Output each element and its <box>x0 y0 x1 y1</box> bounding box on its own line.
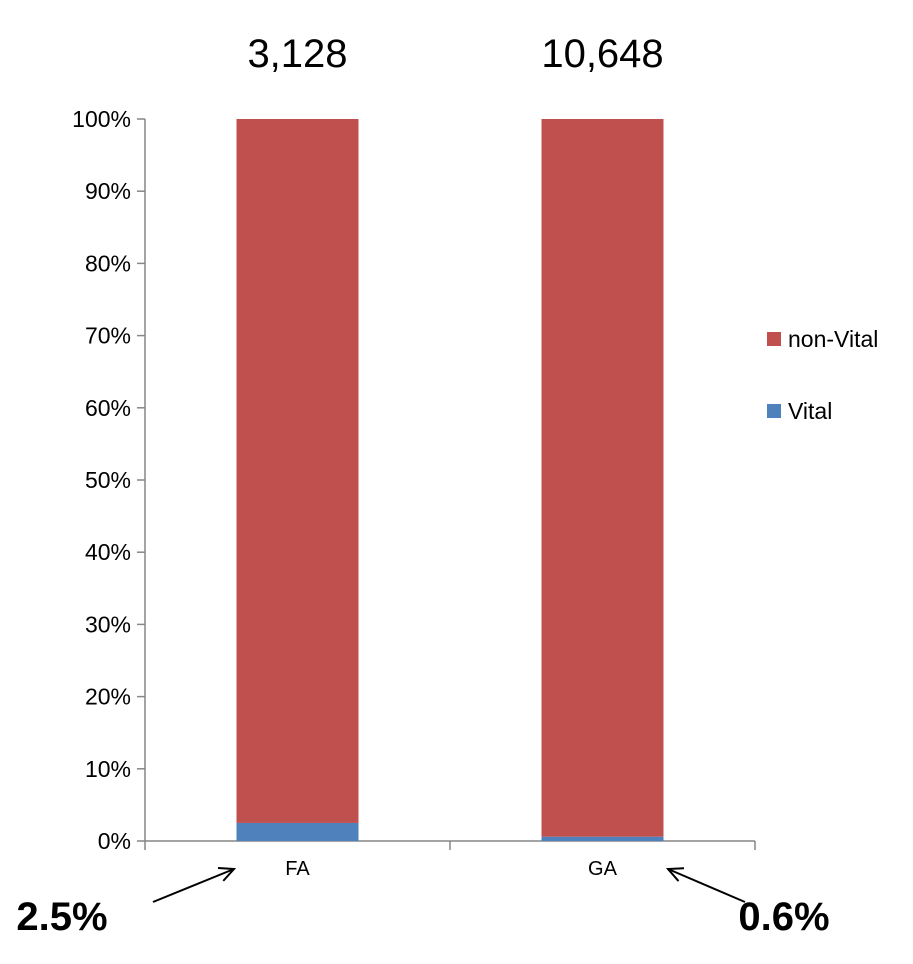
callout-arrowhead <box>665 867 685 882</box>
y-tick-label: 70% <box>85 323 131 349</box>
bar-fa-vital <box>236 822 359 841</box>
bars <box>236 119 664 841</box>
bar-ga-non-vital <box>541 119 664 837</box>
callout-arrowhead <box>217 866 237 882</box>
labels: FA 3,128 GA 10,648 <box>247 32 663 880</box>
callout-label: 0.6% <box>738 895 829 939</box>
callout-arrow-line <box>667 868 746 903</box>
y-tick-label: 0% <box>98 828 131 854</box>
y-tick-label: 90% <box>85 178 131 204</box>
y-tick-label: 60% <box>85 395 131 421</box>
legend-swatch <box>767 332 781 346</box>
legend-label: Vital <box>788 398 832 424</box>
bar-ga-vital <box>541 836 664 841</box>
y-tick-label: 30% <box>85 611 131 637</box>
y-tick-label: 10% <box>85 756 131 782</box>
bar-fa-non-vital <box>236 119 359 823</box>
y-tick-label: 50% <box>85 467 131 493</box>
callout-label: 2.5% <box>16 895 107 939</box>
total-label: 10,648 <box>541 32 663 76</box>
y-tick-label: 40% <box>85 539 131 565</box>
legend-label: non-Vital <box>788 326 878 352</box>
y-tick-label: 80% <box>85 250 131 276</box>
callouts: 2.5% 0.6% <box>16 866 830 939</box>
total-label: 3,128 <box>247 32 347 76</box>
legend-swatch <box>767 404 781 418</box>
callout-arrow-line <box>152 868 235 903</box>
x-tick-label: FA <box>285 858 310 880</box>
y-tick-label: 100% <box>72 106 131 132</box>
x-tick-label: GA <box>588 858 618 880</box>
legend: non-Vital Vital <box>767 326 878 424</box>
axes: 0% 10% 20% 30% 40% 50% 60% 70% 80% 90% 100% <box>72 106 756 854</box>
y-tick-label: 20% <box>85 684 131 710</box>
